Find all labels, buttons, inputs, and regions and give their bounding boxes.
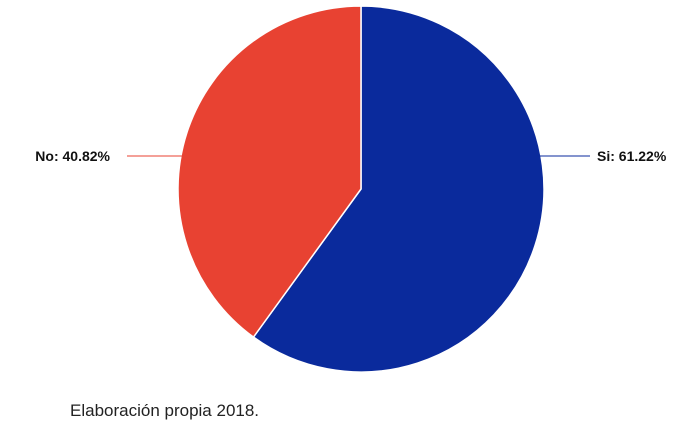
slice-label-si: Si: 61.22%	[597, 148, 667, 164]
pie-slice-si	[252, 5, 545, 373]
pie-labels: Si: 61.22% No: 40.82%	[35, 148, 667, 164]
pie-slice-no	[177, 5, 362, 339]
source-caption: Elaboración propia 2018.	[70, 401, 260, 420]
pie-slices	[177, 5, 545, 373]
slice-label-no: No: 40.82%	[35, 148, 110, 164]
